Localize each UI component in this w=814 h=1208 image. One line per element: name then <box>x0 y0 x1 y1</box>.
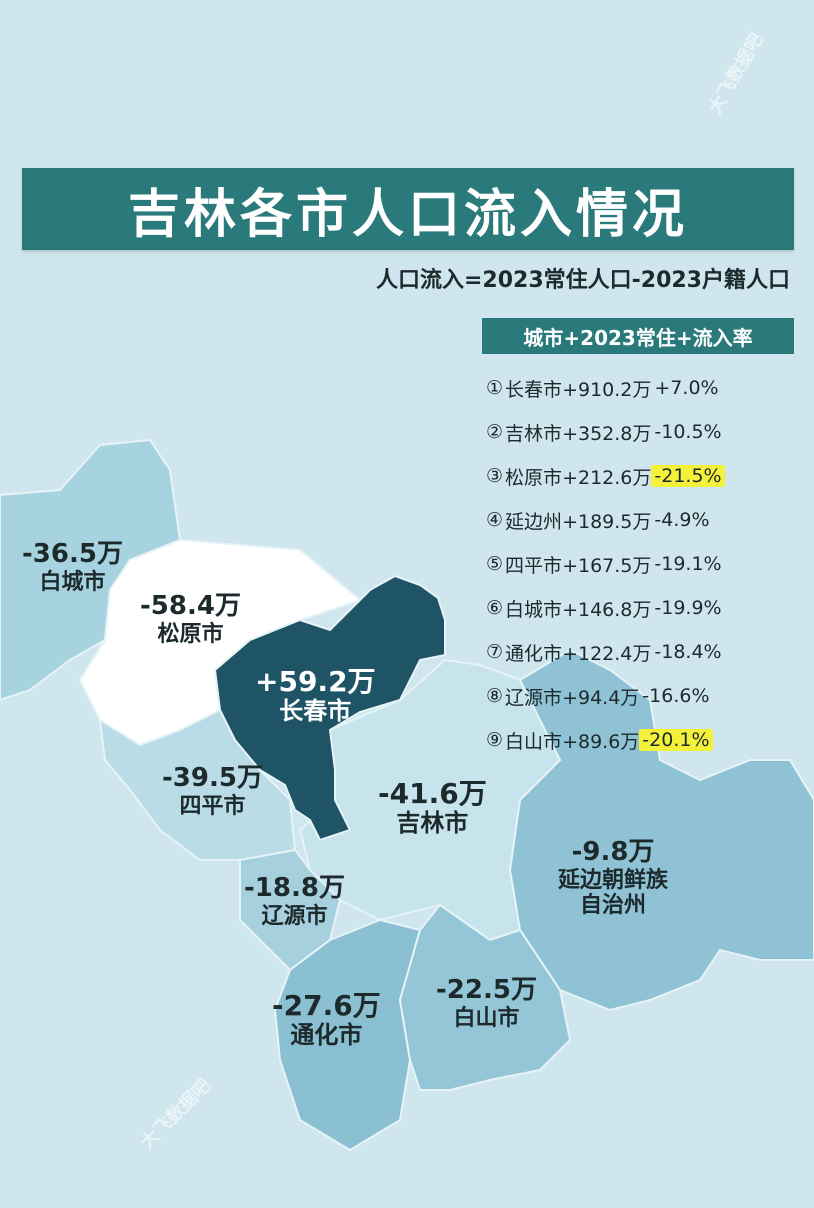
ranking-list: ① 长春市 +910.2万 +7.0% ② 吉林市 +352.8万 -10.5% ③ 松原市 +21… <box>486 366 806 762</box>
rank-rate: -20.1% <box>639 729 713 751</box>
rank-city: 松原市 <box>505 466 563 489</box>
rank-population: +910.2万 <box>562 378 652 401</box>
baicheng-name: 白城市 <box>39 569 106 595</box>
changchun-value: +59.2万 <box>255 665 376 698</box>
label-yanbian: -9.8万 延边朝鲜族 自治州 <box>558 837 669 919</box>
rank-rate: -19.9% <box>654 597 722 619</box>
yanbian-name-line1: 延边朝鲜族 <box>558 867 669 893</box>
rank-rate: -18.4% <box>654 641 722 663</box>
label-jilin: -41.6万 吉林市 <box>378 777 487 838</box>
rank-city: 吉林市 <box>505 422 563 445</box>
label-baicheng: -36.5万 白城市 <box>22 539 123 595</box>
ranking-row: ③ 松原市 +212.6万 -21.5% <box>486 454 806 498</box>
yanbian-value: -9.8万 <box>571 837 655 867</box>
region-baishan[interactable] <box>398 903 572 1091</box>
tonghua-value: -27.6万 <box>272 989 381 1022</box>
page-title: 吉林各市人口流入情况 <box>22 168 794 250</box>
rank-number: ⑥ <box>486 597 504 619</box>
label-changchun: +59.2万 长春市 <box>255 665 376 726</box>
rank-city: 辽源市 <box>505 686 563 709</box>
rank-rate: +7.0% <box>654 377 719 399</box>
rank-number: ③ <box>486 465 504 487</box>
label-tonghua: -27.6万 通化市 <box>272 989 381 1050</box>
baicheng-value: -36.5万 <box>22 539 123 569</box>
siping-value: -39.5万 <box>162 763 263 793</box>
tonghua-name: 通化市 <box>290 1021 363 1050</box>
rank-rate: -19.1% <box>654 553 722 575</box>
rank-number: ⑤ <box>486 553 504 575</box>
songyuan-name: 松原市 <box>157 621 224 647</box>
label-baishan: -22.5万 白山市 <box>436 975 537 1031</box>
rank-population: +352.8万 <box>562 422 652 445</box>
songyuan-value: -58.4万 <box>140 591 241 621</box>
rank-city: 白山市 <box>505 730 563 753</box>
rank-population: +189.5万 <box>562 510 652 533</box>
label-songyuan: -58.4万 松原市 <box>140 591 241 647</box>
rank-city: 通化市 <box>505 642 563 665</box>
rank-number: ⑨ <box>486 729 504 751</box>
jilin-name: 吉林市 <box>396 809 469 838</box>
ranking-row: ⑦ 通化市 +122.4万 -18.4% <box>486 630 806 674</box>
ranking-row: ② 吉林市 +352.8万 -10.5% <box>486 410 806 454</box>
rank-city: 四平市 <box>505 554 563 577</box>
rank-city: 长春市 <box>505 378 563 401</box>
ranking-row: ⑥ 白城市 +146.8万 -19.9% <box>486 586 806 630</box>
changchun-name: 长春市 <box>279 697 352 726</box>
ranking-row: ⑤ 四平市 +167.5万 -19.1% <box>486 542 806 586</box>
ranking-row: ① 长春市 +910.2万 +7.0% <box>486 366 806 410</box>
ranking-row: ⑨ 白山市 +89.6万 -20.1% <box>486 718 806 762</box>
label-siping: -39.5万 四平市 <box>162 763 263 819</box>
rank-number: ⑦ <box>486 641 504 663</box>
liaoyuan-name: 辽源市 <box>261 903 328 929</box>
rank-population: +122.4万 <box>562 642 652 665</box>
rank-city: 白城市 <box>505 598 563 621</box>
rank-rate: -21.5% <box>651 465 725 487</box>
rank-city: 延边州 <box>505 510 563 533</box>
baishan-value: -22.5万 <box>436 975 537 1005</box>
yanbian-name-line2: 自治州 <box>580 893 647 919</box>
rank-number: ⑧ <box>486 685 504 707</box>
label-liaoyuan: -18.8万 辽源市 <box>244 873 345 929</box>
region-siping[interactable] <box>98 708 297 861</box>
rank-population: +94.4万 <box>562 686 640 709</box>
rank-population: +167.5万 <box>562 554 652 577</box>
rank-number: ④ <box>486 509 504 531</box>
rank-rate: -16.6% <box>642 685 710 707</box>
rank-number: ② <box>486 421 504 443</box>
rank-population: +146.8万 <box>562 598 652 621</box>
siping-name: 四平市 <box>179 793 246 819</box>
formula-subtitle: 人口流入=2023常住人口-2023户籍人口 <box>375 268 790 293</box>
region-yanbian[interactable] <box>508 648 814 1012</box>
rank-population: +212.6万 <box>562 466 652 489</box>
ranking-row: ④ 延边州 +189.5万 -4.9% <box>486 498 806 542</box>
region-tonghua[interactable] <box>273 918 422 1152</box>
rank-rate: -4.9% <box>654 509 710 531</box>
liaoyuan-value: -18.8万 <box>244 873 345 903</box>
ranking-row: ⑧ 辽源市 +94.4万 -16.6% <box>486 674 806 718</box>
rank-population: +89.6万 <box>562 730 640 753</box>
jilin-value: -41.6万 <box>378 777 487 810</box>
region-changchun[interactable] <box>213 574 446 842</box>
rank-number: ① <box>486 377 504 399</box>
rank-rate: -10.5% <box>654 421 722 443</box>
ranking-header: 城市+2023常住+流入率 <box>482 318 794 354</box>
baishan-name: 白山市 <box>453 1005 520 1031</box>
